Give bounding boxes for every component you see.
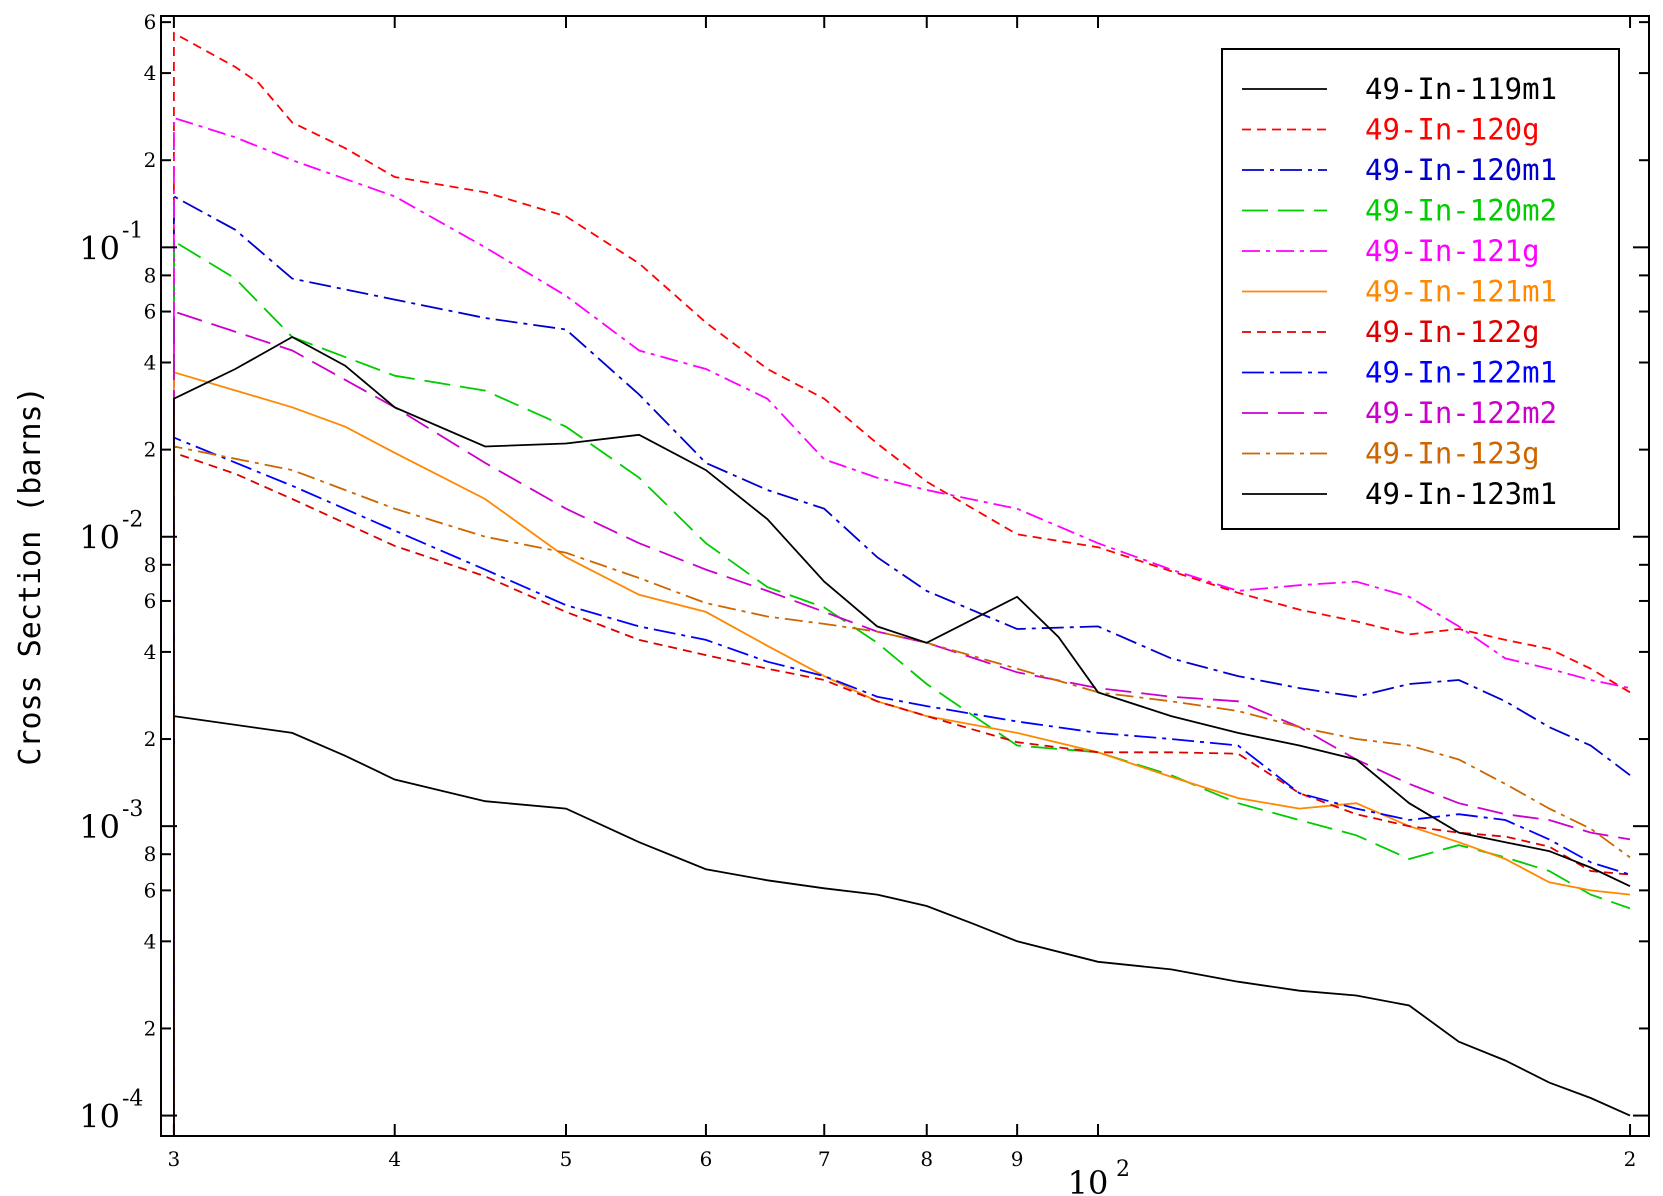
plot-frame: [160, 15, 1650, 1137]
x-tick-label: 5: [560, 1147, 573, 1171]
x-tick-label: 9: [1011, 1147, 1024, 1171]
series-line-2: [173, 31, 1631, 1136]
legend-label: 49-In-122g: [1365, 315, 1540, 349]
y-tick-label: 2: [144, 148, 157, 172]
y-tick-label: 2: [144, 1016, 157, 1040]
y-axis-label: Cross Section (barns): [13, 386, 48, 765]
x-tick-label: 10: [1068, 1164, 1109, 1196]
x-tick-label: 8: [920, 1147, 933, 1171]
y-tick-exponent: -2: [122, 508, 143, 533]
legend-label: 49-In-120m2: [1365, 194, 1557, 228]
y-tick-label: 10: [79, 229, 120, 267]
legend-label: 49-In-121m1: [1365, 275, 1557, 309]
y-tick-exponent: -4: [122, 1087, 143, 1112]
series-line-10: [173, 445, 1631, 1136]
legend-label: 49-In-122m1: [1365, 356, 1557, 390]
y-tick-label: 4: [144, 929, 157, 953]
x-tick-label: 3: [168, 1147, 181, 1171]
series-line-11: [173, 335, 1631, 1136]
y-tick-label: 4: [144, 640, 157, 664]
legend-label: 49-In-122m2: [1365, 396, 1557, 430]
y-tick-label: 6: [144, 589, 157, 613]
y-tick-exponent: -1: [122, 218, 143, 243]
x-tick-label: 7: [818, 1147, 831, 1171]
y-tick-label: 8: [144, 263, 157, 287]
legend: 49-In-119m1 49-In-120g 49-In-120m1 49-In-12…: [1221, 48, 1620, 530]
y-tick-label: 8: [144, 842, 157, 866]
series-line-8: [173, 436, 1631, 1136]
y-tick-label: 10: [79, 808, 120, 846]
legend-label: 49-In-119m1: [1365, 72, 1557, 106]
series-line-7: [173, 451, 1631, 1136]
y-tick-label: 10: [79, 1098, 120, 1136]
x-tick-label: 6: [700, 1147, 713, 1171]
legend-label: 49-In-120m1: [1365, 153, 1557, 187]
y-tick-label: 6: [144, 10, 157, 34]
series-line-1: [173, 715, 1631, 1136]
y-tick-exponent: -3: [122, 797, 143, 822]
y-tick-label: 6: [144, 878, 157, 902]
series-layer: [173, 31, 1631, 1136]
x-tick-exponent: 2: [1116, 1157, 1130, 1182]
y-tick-label: 4: [144, 61, 157, 85]
legend-label: 49-In-121g: [1365, 234, 1540, 268]
y-tick-label: 6: [144, 300, 157, 324]
x-tick-label: 4: [388, 1147, 401, 1171]
series-line-5: [173, 116, 1631, 1136]
y-tick-label: 10: [79, 519, 120, 557]
x-tick-label: 2: [1624, 1147, 1637, 1171]
y-tick-label: 2: [144, 438, 157, 462]
y-tick-label: 2: [144, 727, 157, 751]
series-line-4: [173, 239, 1631, 1136]
y-tick-label: 8: [144, 553, 157, 577]
legend-label: 49-In-123m1: [1365, 477, 1557, 511]
series-line-9: [173, 310, 1631, 1136]
series-line-3: [173, 194, 1631, 1136]
y-tick-label: 4: [144, 351, 157, 375]
legend-label: 49-In-120g: [1365, 113, 1540, 147]
legend-label: 49-In-123g: [1365, 437, 1540, 471]
series-line-6: [173, 371, 1631, 1136]
